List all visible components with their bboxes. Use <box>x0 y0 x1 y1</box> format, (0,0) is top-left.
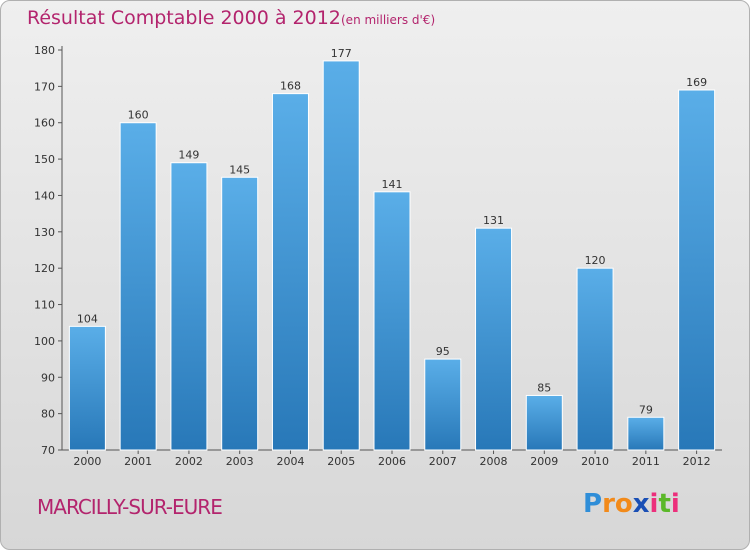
y-tick-label: 70 <box>41 444 55 457</box>
x-tick-label: 2010 <box>581 455 609 468</box>
y-tick-label: 140 <box>34 189 55 202</box>
y-tick-label: 170 <box>34 80 55 93</box>
y-tick-label: 150 <box>34 153 55 166</box>
x-tick-label: 2011 <box>632 455 660 468</box>
data-label-2008: 131 <box>483 214 504 227</box>
bar-2007 <box>424 358 462 451</box>
bar-2006 <box>373 191 411 451</box>
bar-2000 <box>68 325 106 451</box>
x-tick-label: 2005 <box>327 455 355 468</box>
x-tick-label: 2008 <box>480 455 508 468</box>
data-label-2000: 104 <box>77 312 98 325</box>
bar-2005 <box>322 60 360 451</box>
y-tick-label: 160 <box>34 117 55 130</box>
data-label-2001: 160 <box>128 109 149 122</box>
x-tick-label: 2000 <box>73 455 101 468</box>
logo-letter: P <box>583 489 603 519</box>
logo-letter: r <box>602 489 615 519</box>
data-label-2006: 141 <box>382 178 403 191</box>
x-tick-label: 2007 <box>429 455 457 468</box>
x-tick-label: 2001 <box>124 455 152 468</box>
chart-title: Résultat Comptable 2000 à 2012 <box>27 7 341 29</box>
bar-2011 <box>627 416 665 451</box>
y-tick-label: 80 <box>41 408 55 421</box>
bar-2012 <box>678 89 716 451</box>
y-tick-label: 90 <box>41 371 55 384</box>
bar-2008 <box>475 227 513 451</box>
bar-2009 <box>525 394 563 451</box>
data-label-2010: 120 <box>585 254 606 267</box>
labels: 104 2000 160 2001 149 2002 145 2003 168 2004 177 20… <box>73 47 710 468</box>
y-tick-label: 130 <box>34 226 55 239</box>
y-tick-label: 120 <box>34 262 55 275</box>
bar-2004 <box>271 93 309 451</box>
logo-letter: i <box>649 489 659 519</box>
y-tick-label: 180 <box>34 44 55 57</box>
bar-2001 <box>119 122 157 451</box>
y-tick-label: 100 <box>34 335 55 348</box>
logo-letter: x <box>632 489 650 519</box>
logo-letter: t <box>658 489 671 519</box>
logo-letter: i <box>670 489 680 519</box>
y-tick-label: 110 <box>34 299 55 312</box>
bar-2002 <box>170 162 208 451</box>
commune-name: MARCILLY-SUR-EURE <box>37 495 223 519</box>
x-tick-label: 2003 <box>226 455 254 468</box>
x-tick-label: 2002 <box>175 455 203 468</box>
x-tick-label: 2004 <box>276 455 304 468</box>
bar-2010 <box>576 267 614 451</box>
x-tick-label: 2006 <box>378 455 406 468</box>
data-label-2003: 145 <box>229 163 250 176</box>
x-tick-label: 2009 <box>530 455 558 468</box>
logo-letter: o <box>614 489 633 519</box>
chart-subtitle: (en milliers d'€) <box>341 13 436 27</box>
data-label-2007: 95 <box>436 345 450 358</box>
data-label-2011: 79 <box>639 403 653 416</box>
x-tick-label: 2012 <box>683 455 711 468</box>
bar-2003 <box>221 176 259 451</box>
data-label-2002: 149 <box>178 149 199 162</box>
bars <box>68 60 716 451</box>
data-label-2012: 169 <box>686 76 707 89</box>
proxiti-logo: Proxiti <box>583 489 680 519</box>
data-label-2005: 177 <box>331 47 352 60</box>
data-label-2009: 85 <box>537 381 551 394</box>
data-label-2004: 168 <box>280 80 301 93</box>
